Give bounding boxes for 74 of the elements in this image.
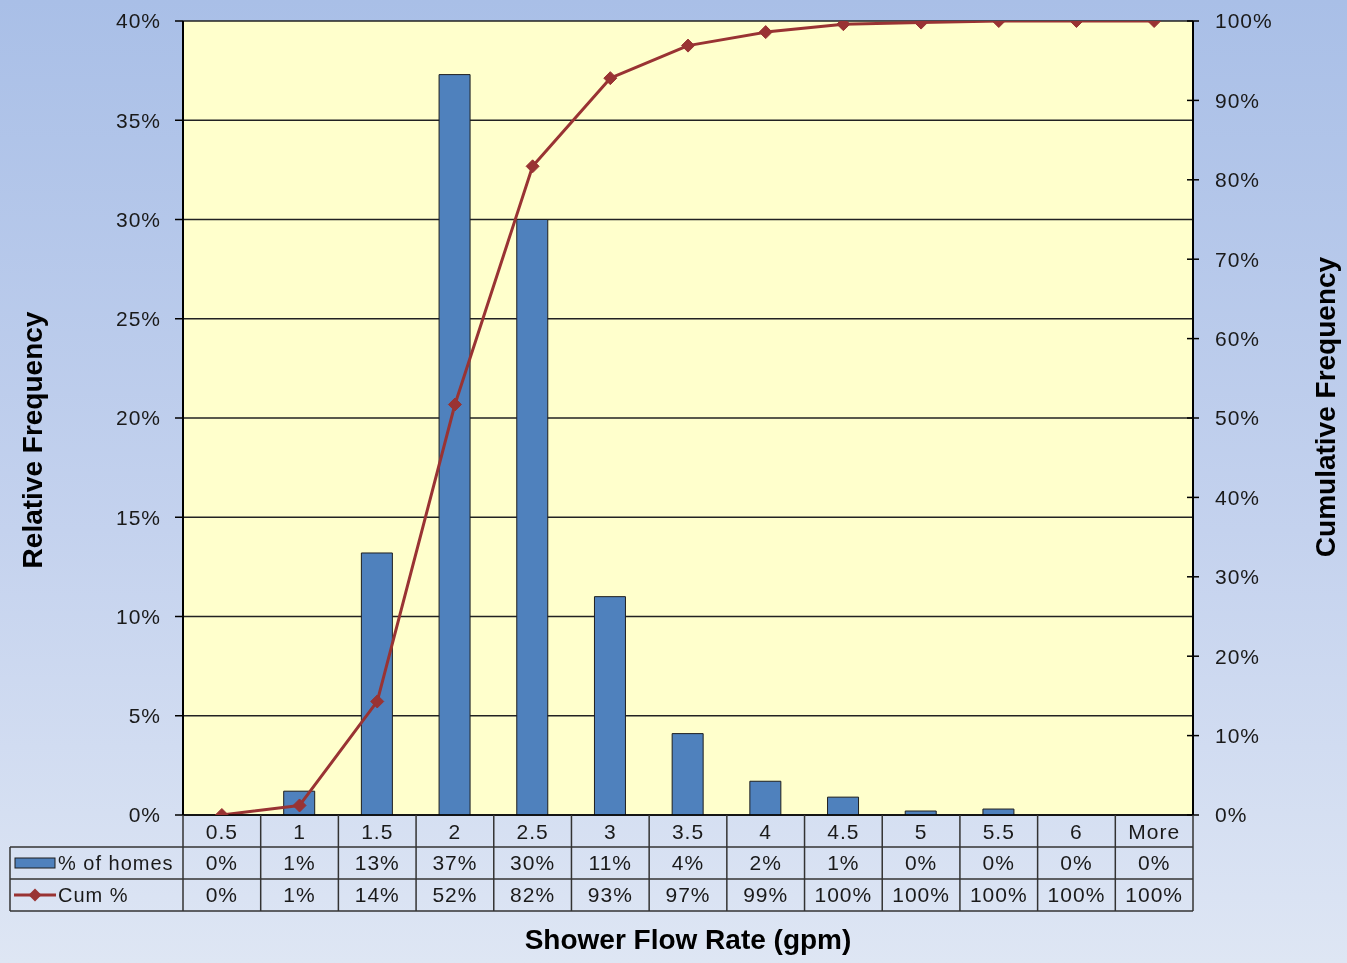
y-tick-label: 10% xyxy=(115,604,161,628)
y2-tick-label: 100% xyxy=(1215,9,1273,33)
data-label: 100% xyxy=(814,883,873,907)
y2-tick-label: 40% xyxy=(1215,485,1261,509)
y-tick-label: 25% xyxy=(115,307,161,331)
x-tick-label: 4 xyxy=(759,819,773,843)
legend-label: % of homes xyxy=(58,851,174,875)
data-label: 13% xyxy=(354,851,400,875)
point xyxy=(525,159,540,174)
y2-tick-label: 70% xyxy=(1215,247,1261,271)
data-label: 1% xyxy=(283,883,316,907)
data-label: 52% xyxy=(432,883,478,907)
point xyxy=(603,71,618,86)
x-tick-label: 6 xyxy=(1070,819,1083,843)
x-tick-label: 0.5 xyxy=(205,819,238,843)
x-tick-label: 5.5 xyxy=(982,819,1015,843)
y2-tick-label: 20% xyxy=(1215,644,1261,668)
data-label: 97% xyxy=(665,883,711,907)
data-label: 100% xyxy=(892,883,950,907)
y2-axis-title: Cumulative Frequency xyxy=(1309,256,1341,558)
y-axis-title: Relative Frequency xyxy=(16,311,48,569)
data-label: 14% xyxy=(354,883,400,907)
bar xyxy=(904,810,937,815)
data-label: 4% xyxy=(671,851,705,875)
x-tick-label: 2 xyxy=(448,819,462,843)
data-label: 11% xyxy=(588,851,633,875)
y-tick-label: 20% xyxy=(115,406,161,430)
bar xyxy=(749,780,782,815)
y2-tick-label: 30% xyxy=(1215,565,1261,589)
point xyxy=(758,25,773,40)
y-tick-label: 40% xyxy=(115,9,161,33)
bar xyxy=(827,796,860,815)
legend-label: Cum % xyxy=(58,883,129,907)
data-label: 0% xyxy=(982,851,1015,875)
bar xyxy=(671,733,704,815)
data-label: 0% xyxy=(1137,851,1171,875)
data-label: 100% xyxy=(1047,883,1106,907)
data-label: 100% xyxy=(1125,883,1183,907)
data-label: 82% xyxy=(510,883,556,907)
y-tick-label: 0% xyxy=(128,803,161,827)
y2-tick-label: 90% xyxy=(1215,88,1261,112)
x-tick-label: 2.5 xyxy=(516,819,549,843)
data-label: 99% xyxy=(743,883,789,907)
data-label: 1% xyxy=(283,851,316,875)
x-tick-label: More xyxy=(1128,819,1181,843)
y2-tick-label: 0% xyxy=(1215,803,1248,827)
data-label: 0% xyxy=(205,883,239,907)
data-label: 100% xyxy=(969,883,1028,907)
data-label: 2% xyxy=(749,851,782,875)
point xyxy=(447,397,462,412)
data-label: 0% xyxy=(1060,851,1093,875)
x-tick-label: 1.5 xyxy=(361,819,394,843)
bar xyxy=(982,808,1015,815)
x-axis-title: Shower Flow Rate (gpm) xyxy=(524,924,852,955)
y-tick-label: 35% xyxy=(115,108,161,132)
x-tick-label: 1 xyxy=(293,819,306,843)
x-tick-label: 4.5 xyxy=(827,819,860,843)
data-label: 30% xyxy=(510,851,556,875)
x-tick-label: 3 xyxy=(603,819,617,843)
data-label: 1% xyxy=(827,851,860,875)
x-tick-label: 5 xyxy=(914,819,928,843)
y-tick-label: 30% xyxy=(115,207,161,231)
data-label: 0% xyxy=(205,851,239,875)
x-tick-label: 3.5 xyxy=(671,819,705,843)
y2-tick-label: 60% xyxy=(1215,326,1261,350)
y-tick-label: 5% xyxy=(128,704,161,728)
data-label: 93% xyxy=(587,883,633,907)
y2-tick-label: 10% xyxy=(1215,723,1261,747)
y2-tick-label: 50% xyxy=(1215,406,1261,430)
y-tick-label: 15% xyxy=(115,505,161,529)
data-label: 37% xyxy=(432,851,478,875)
point xyxy=(370,694,385,709)
data-label: 0% xyxy=(904,851,938,875)
y2-tick-label: 80% xyxy=(1215,168,1261,192)
